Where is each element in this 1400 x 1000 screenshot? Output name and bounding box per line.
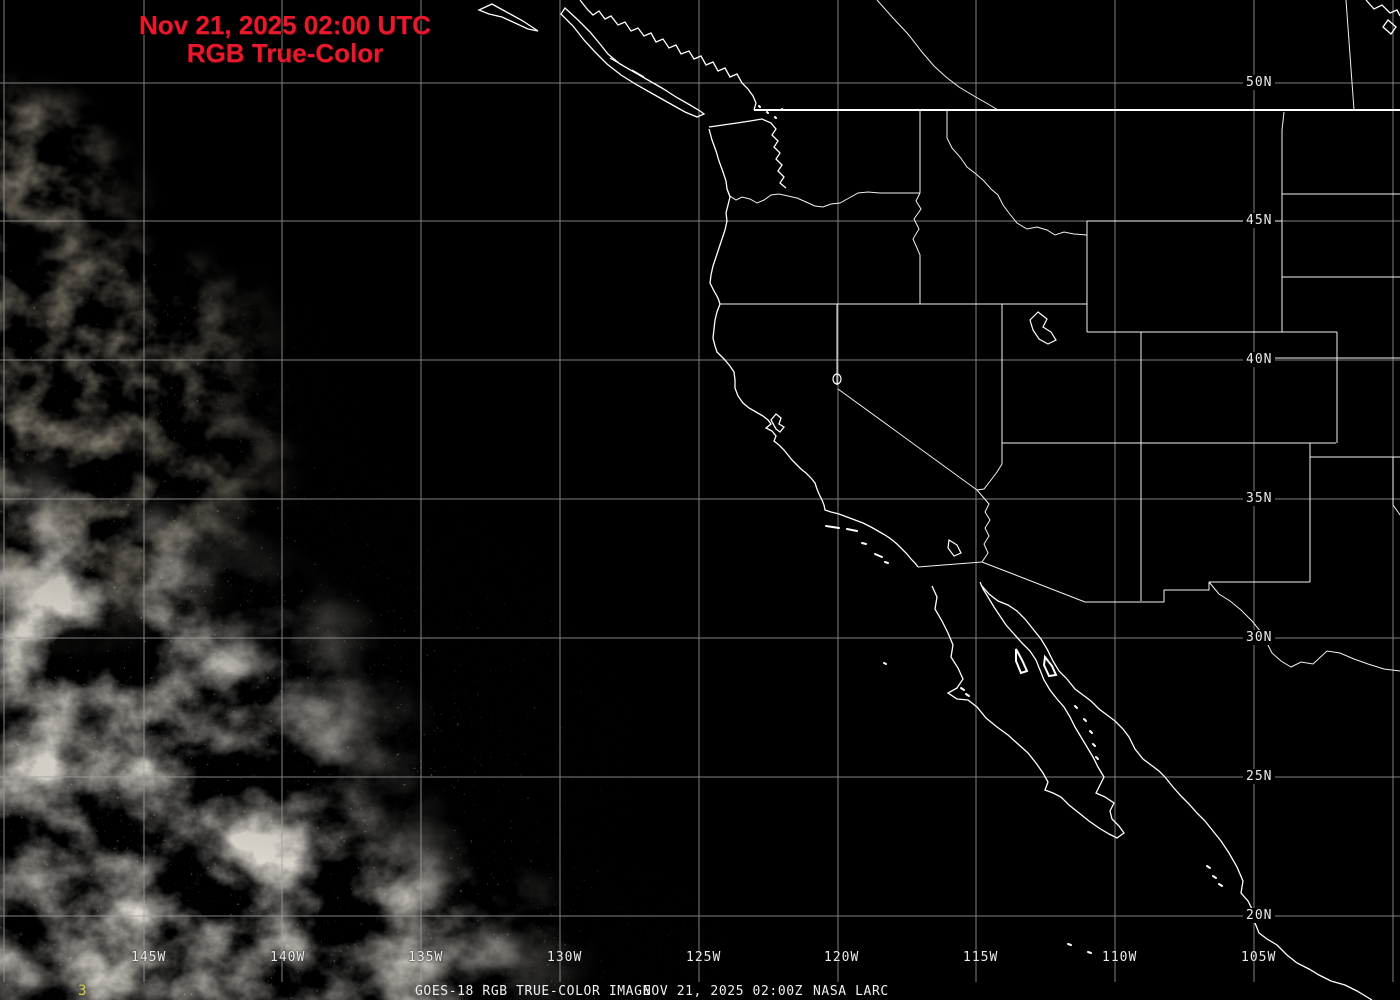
lat-label-50n: 50N — [1243, 75, 1276, 90]
lat-label-20n: 20N — [1243, 908, 1276, 923]
footer-timestamp: NOV 21, 2025 02:00Z — [643, 984, 804, 999]
lat-label-45n: 45N — [1243, 213, 1276, 228]
lon-label-145w: 145W — [131, 950, 167, 965]
footer-credit: NASA LARC — [813, 984, 889, 999]
lon-label-140w: 140W — [270, 950, 306, 965]
lat-label-30n: 30N — [1243, 630, 1276, 645]
coastline-layer — [477, 0, 1400, 1000]
title-timestamp: Nov 21, 2025 02:00 UTC — [139, 10, 431, 40]
image-title: Nov 21, 2025 02:00 UTC RGB True-Color — [125, 11, 445, 67]
state-borders — [720, 0, 1400, 672]
lon-label-135w: 135W — [408, 950, 444, 965]
cloud-layer — [0, 70, 680, 1000]
lon-label-120w: 120W — [824, 950, 860, 965]
frame-number: 3 — [78, 983, 87, 999]
islands-layer — [758, 105, 1223, 954]
lon-label-115w: 115W — [963, 950, 999, 965]
lon-label-110w: 110W — [1102, 950, 1138, 965]
footer-product: GOES-18 RGB TRUE-COLOR IMAGE — [415, 984, 651, 999]
lat-label-25n: 25N — [1243, 769, 1276, 784]
lat-label-40n: 40N — [1243, 352, 1276, 367]
lakes-layer — [832, 311, 1057, 557]
lon-label-130w: 130W — [547, 950, 583, 965]
title-product: RGB True-Color — [186, 38, 384, 68]
lon-label-105w: 105W — [1241, 950, 1277, 965]
lon-label-125w: 125W — [686, 950, 722, 965]
lat-label-35n: 35N — [1243, 491, 1276, 506]
